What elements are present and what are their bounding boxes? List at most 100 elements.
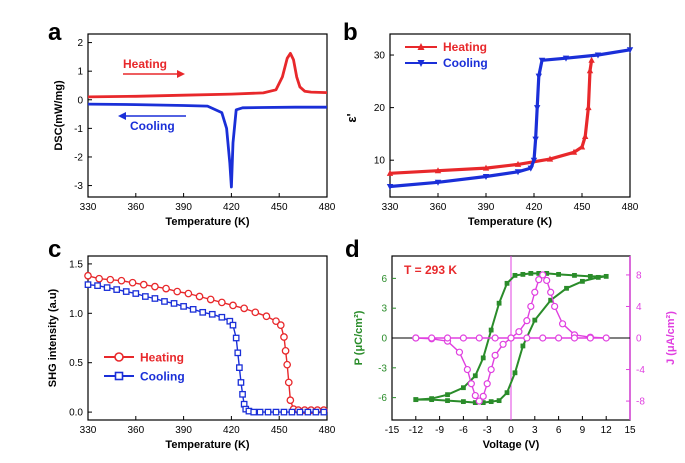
panel-b-legend-label-1: Cooling xyxy=(443,56,488,70)
panel-a-dsc: a 330 360 390 420 450 480 -3 -2 -1 0 1 2 Temperature … xyxy=(48,19,336,228)
panel-c-legend-marker-0 xyxy=(114,352,124,362)
panel-c-heating-point xyxy=(283,360,292,369)
panel-d-j-point xyxy=(523,334,531,342)
panel-b-cooling-point xyxy=(534,105,541,112)
panel-d-j-point xyxy=(507,334,515,342)
panel-d-p-point xyxy=(536,270,542,276)
panel-c-heating-point xyxy=(240,304,248,313)
panel-d-p-point xyxy=(488,327,494,333)
panel-d-xtick-label: -15 xyxy=(385,425,400,436)
panel-c-cooling-point xyxy=(288,408,296,416)
panel-d-ytick-right-label: -4 xyxy=(636,365,645,376)
panel-a-cooling-arrowhead xyxy=(118,112,126,120)
panel-a-ytick-label: -1 xyxy=(74,124,83,135)
panel-b-heating-point xyxy=(482,164,490,171)
panel-d-j-point xyxy=(539,271,547,279)
panel-a-ytick-label: 0 xyxy=(77,95,83,106)
panel-c-heating-point xyxy=(262,312,271,321)
panel-d-ytick-right-label: 8 xyxy=(636,270,642,281)
panel-d-j-point xyxy=(479,392,487,400)
panel-d-xtick-label: 9 xyxy=(580,425,586,436)
panel-d-p-point xyxy=(580,278,585,284)
panel-d-p-point xyxy=(544,270,550,276)
panel-d-j-point xyxy=(547,288,555,296)
panel-d-p-point xyxy=(520,343,526,349)
panel-b-cooling-point xyxy=(532,136,539,143)
panel-d-j-point xyxy=(539,334,547,342)
panel-c-xtick-label: 330 xyxy=(80,425,97,436)
panel-d-j-point xyxy=(459,334,467,342)
panel-d-p-point xyxy=(512,370,518,376)
panel-d-p-point xyxy=(461,385,466,391)
panel-d-p-point xyxy=(520,271,526,277)
panel-d-j-point xyxy=(455,348,464,356)
panel-b-cooling-point xyxy=(386,183,394,190)
panel-b-cooling-point xyxy=(434,179,442,186)
panel-d-j-point xyxy=(428,334,436,342)
panel-d-letter: d xyxy=(345,236,360,263)
panel-d-p-point xyxy=(564,285,569,291)
panel-c-cooling-point xyxy=(312,408,320,416)
panel-d-j-point xyxy=(527,302,535,311)
panel-c-heating-point xyxy=(280,333,288,341)
panel-c-cooling-point xyxy=(170,300,178,307)
panel-d-hysteresis: d -15 -12 -9 -6 -3 0 3 6 9 12 15 -6 -3 0 3 6 Voltage (V) -… xyxy=(345,236,677,451)
panel-c-legend-marker-1 xyxy=(114,371,124,381)
panel-b-cooling-point xyxy=(538,57,546,64)
panel-c-cooling-point xyxy=(113,286,121,293)
panel-b-xtick-label: 420 xyxy=(526,202,543,213)
panel-d-p-point xyxy=(472,373,478,379)
panel-b-cooling-point xyxy=(527,165,534,172)
panel-d-xtick-label: -3 xyxy=(483,425,492,436)
panel-b-heating-point xyxy=(585,104,592,111)
panel-a-cooling-label: Cooling xyxy=(130,119,175,133)
panel-d-p-point xyxy=(488,399,494,405)
panel-b-xtick-label: 390 xyxy=(478,202,495,213)
panel-c-heating-point xyxy=(151,282,159,291)
panel-d-xtick-label: -6 xyxy=(459,425,468,436)
panel-d-xtick-label: 3 xyxy=(532,425,538,436)
panel-c-ytick-label: 0.5 xyxy=(69,358,83,369)
panel-b-heating-point xyxy=(582,133,589,140)
panel-a-ytick-label: 1 xyxy=(77,67,83,78)
panel-c-heating-point xyxy=(139,280,148,289)
panel-a-y-axis-label: DSC(mW/mg) xyxy=(53,80,65,151)
panel-c-cooling-point xyxy=(232,334,240,342)
panel-d-j-point xyxy=(515,328,523,336)
panel-c-ytick-label: 0.0 xyxy=(69,408,83,419)
panel-c-x-axis-label: Temperature (K) xyxy=(165,439,249,451)
panel-d-ytick-right-label: -8 xyxy=(636,397,645,408)
panel-c-cooling-point xyxy=(218,313,226,321)
panel-c-heating-point xyxy=(84,271,92,280)
panel-c-heating-point xyxy=(286,396,295,405)
panel-d-j-point xyxy=(491,334,499,342)
panel-b-heating-point xyxy=(588,56,595,63)
panel-d-p-point xyxy=(461,399,466,405)
panel-b-plot-frame xyxy=(389,33,631,198)
panel-d-j-point xyxy=(463,365,471,374)
panel-c-cooling-point xyxy=(94,282,101,289)
panel-d-xtick-label: 15 xyxy=(624,425,636,436)
panel-c-cooling-point xyxy=(132,290,140,297)
panel-c-cooling-point xyxy=(237,379,245,386)
panel-b-ytick-label: 20 xyxy=(374,103,386,114)
panel-a-xtick-label: 480 xyxy=(319,202,336,213)
panel-b-ytick-label: 10 xyxy=(374,156,386,167)
panel-c-xtick-label: 360 xyxy=(127,425,144,436)
panel-b-heating-point xyxy=(434,167,442,174)
panel-c-xtick-label: 450 xyxy=(271,425,288,436)
panel-c-heating-point xyxy=(184,289,193,298)
panel-d-j-point xyxy=(535,276,543,284)
panel-a-x-axis-label: Temperature (K) xyxy=(165,216,249,228)
panel-d-left-axis-label: P (μC/cm²) xyxy=(353,310,365,365)
panel-b-cooling-point xyxy=(626,47,634,54)
panel-d-j-point xyxy=(483,380,491,388)
panel-c-xtick-label: 420 xyxy=(223,425,240,436)
panel-d-p-point xyxy=(429,397,435,403)
panel-c-heating-point xyxy=(276,321,285,330)
panel-c-cooling-point xyxy=(304,408,312,416)
panel-c-shg: c 330 360 390 420 450 480 0.0 0.5 1.0 1.5 Temperatu… xyxy=(47,236,336,451)
panel-d-j-point xyxy=(554,334,563,342)
panel-d-p-point xyxy=(496,398,502,404)
